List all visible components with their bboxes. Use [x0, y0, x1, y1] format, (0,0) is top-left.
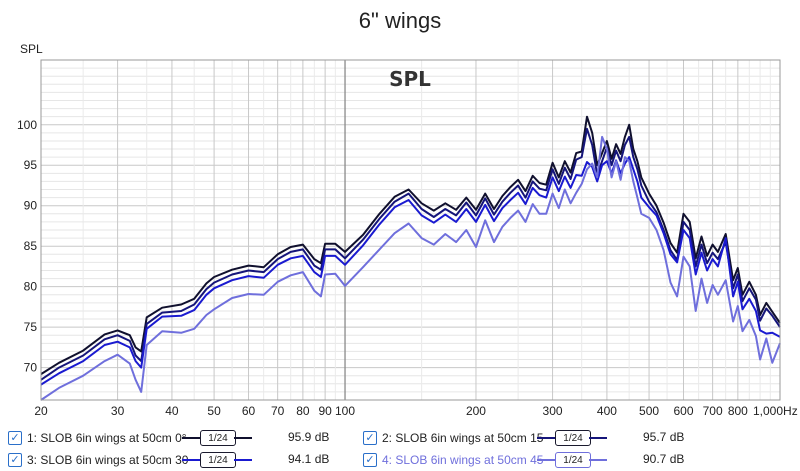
- smoothing-label: 1/24: [555, 452, 591, 468]
- smoothing-control-4[interactable]: 1/24: [537, 451, 627, 469]
- x-tick-label: 1,000Hz: [753, 404, 798, 418]
- x-tick-label: 50: [207, 404, 221, 418]
- y-tick-label: 70: [24, 361, 38, 375]
- x-tick-label: 600: [673, 404, 693, 418]
- legend-label: 3: SLOB 6in wings at 50cm 30: [27, 453, 189, 467]
- checkbox-icon[interactable]: ✓: [8, 431, 22, 445]
- x-tick-label: 40: [165, 404, 179, 418]
- smoothing-label: 1/24: [200, 430, 236, 446]
- legend-label: 4: SLOB 6in wings at 50cm 45: [382, 453, 544, 467]
- smoothing-label: 1/24: [555, 430, 591, 446]
- checkbox-icon[interactable]: ✓: [363, 453, 377, 467]
- y-tick-label: 85: [24, 239, 38, 253]
- plot-frame: [40, 59, 781, 401]
- x-tick-label: 500: [639, 404, 659, 418]
- legend-item-3[interactable]: ✓ 3: SLOB 6in wings at 50cm 30: [8, 451, 188, 469]
- x-tick-label: 70: [271, 404, 285, 418]
- y-tick-label: 95: [24, 158, 38, 172]
- smoothing-control-1[interactable]: 1/24: [182, 429, 272, 447]
- overlay-label: SPL: [389, 67, 431, 91]
- grid: [40, 59, 781, 401]
- series-group: [40, 115, 781, 401]
- series-line-4: [40, 135, 781, 401]
- x-tick-label: 60: [242, 404, 256, 418]
- checkbox-icon[interactable]: ✓: [8, 453, 22, 467]
- x-tick-label: 90: [318, 404, 332, 418]
- x-tick-label: 400: [597, 404, 617, 418]
- smoothing-control-2[interactable]: 1/24: [537, 429, 627, 447]
- y-tick-label: 100: [17, 118, 37, 132]
- legend-item-2[interactable]: ✓ 2: SLOB 6in wings at 50cm 15: [363, 429, 543, 447]
- x-tick-label: 200: [466, 404, 486, 418]
- series-line-3: [40, 156, 781, 386]
- chart-title: 6" wings: [358, 8, 442, 33]
- legend-label: 2: SLOB 6in wings at 50cm 15: [382, 431, 544, 445]
- series-line-2: [40, 127, 781, 381]
- legend-item-1[interactable]: ✓ 1: SLOB 6in wings at 50cm 0°: [8, 429, 187, 447]
- legend-value: 95.7 dB: [643, 430, 685, 444]
- legend-item-4[interactable]: ✓ 4: SLOB 6in wings at 50cm 45: [363, 451, 543, 469]
- y-tick-label: 80: [24, 280, 38, 294]
- legend-label: 1: SLOB 6in wings at 50cm 0°: [27, 431, 187, 445]
- x-tick-label: 100: [335, 404, 355, 418]
- legend-value: 90.7 dB: [643, 452, 685, 466]
- y-tick-label: 75: [24, 320, 38, 334]
- smoothing-control-3[interactable]: 1/24: [182, 451, 272, 469]
- x-tick-label: 20: [34, 404, 48, 418]
- checkbox-icon[interactable]: ✓: [363, 431, 377, 445]
- y-axis-label: SPL: [20, 42, 43, 56]
- x-tick-label: 30: [111, 404, 125, 418]
- x-tick-label: 80: [296, 404, 310, 418]
- x-tick-label: 800: [728, 404, 748, 418]
- x-tick-label: 300: [543, 404, 563, 418]
- x-tick-label: 700: [703, 404, 723, 418]
- smoothing-label: 1/24: [200, 452, 236, 468]
- series-line-1: [40, 115, 781, 375]
- y-tick-label: 90: [24, 199, 38, 213]
- legend-value: 94.1 dB: [288, 452, 330, 466]
- legend-value: 95.9 dB: [288, 430, 330, 444]
